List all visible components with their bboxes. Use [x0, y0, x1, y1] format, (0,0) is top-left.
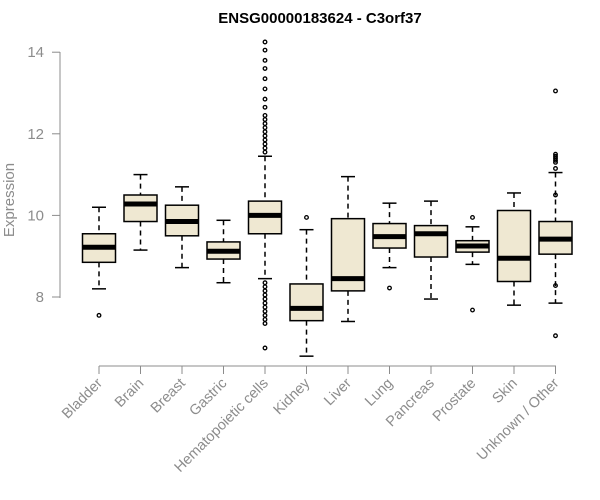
outlier-point [262, 280, 268, 286]
outlier-point [262, 304, 268, 310]
outlier-point [470, 307, 475, 313]
outlier-point [262, 129, 268, 135]
outlier-point [262, 145, 268, 151]
box-lung [372, 202, 407, 291]
box-kidney [289, 214, 324, 357]
x-tick-label: Skin [490, 376, 521, 407]
outlier-point [262, 292, 268, 298]
x-tick-label: Breast [148, 376, 189, 417]
outlier-point [262, 47, 268, 53]
y-tick-label: 10 [27, 207, 44, 224]
outlier-point [553, 333, 558, 339]
iqr-box [496, 209, 532, 283]
outlier-point [262, 321, 268, 326]
chart-title: ENSG00000183624 - C3orf37 [218, 10, 421, 27]
outlier-point [96, 312, 102, 318]
y-ticks: 8 10 12 14 [27, 44, 60, 306]
y-tick-label: 8 [36, 289, 44, 306]
outlier-point [262, 345, 268, 351]
x-tick-label: Bladder [59, 375, 106, 422]
outlier-point [262, 121, 268, 127]
outlier-point [387, 285, 392, 291]
outlier-point [262, 39, 268, 45]
outlier-point [553, 157, 558, 163]
outlier-point [262, 112, 268, 118]
outlier-point [262, 316, 268, 322]
outlier-point [262, 288, 268, 294]
outlier-point [262, 104, 268, 110]
y-tick-label: 12 [27, 126, 44, 143]
outlier-point [262, 66, 268, 71]
outlier-point [262, 133, 268, 139]
outlier-point [262, 284, 268, 290]
outlier-point [470, 214, 475, 220]
boxes [81, 39, 573, 357]
iqr-box [123, 194, 158, 223]
y-axis-label: Expression [1, 163, 18, 237]
box-brain [123, 173, 158, 251]
outlier-point [553, 283, 558, 289]
outlier-point [262, 117, 268, 122]
outlier-point [262, 137, 268, 143]
box-skin [496, 192, 532, 306]
outlier-point [262, 296, 268, 302]
iqr-box [289, 283, 324, 322]
x-tick-label: Liver [321, 375, 355, 409]
outlier-point [262, 141, 268, 147]
outlier-point [262, 86, 268, 92]
box-pancreas [413, 200, 449, 300]
outlier-point [262, 300, 268, 306]
outlier-point [553, 159, 558, 165]
box-hematopoietic-cells [247, 39, 283, 351]
outlier-point [262, 57, 268, 63]
outlier-point [304, 214, 309, 220]
iqr-box [413, 224, 449, 258]
outlier-point [553, 192, 558, 198]
x-tick-label: Brain [112, 376, 147, 411]
outlier-point [262, 312, 268, 318]
x-tick-label: Prostate [430, 376, 479, 425]
x-tick-label: Lung [362, 376, 396, 410]
outlier-point [553, 166, 558, 171]
outlier-point [262, 308, 268, 314]
box-prostate [455, 214, 490, 313]
box-gastric [206, 219, 241, 284]
outlier-point [553, 88, 558, 94]
box-liver [330, 175, 366, 323]
outlier-point [262, 96, 268, 102]
box-unknown-other [538, 88, 573, 339]
outlier-point [262, 76, 268, 82]
box-breast [164, 186, 200, 269]
outlier-point [262, 149, 268, 155]
x-tick-label: Kidney [271, 375, 314, 418]
outlier-point [262, 125, 268, 131]
box-bladder [81, 206, 117, 318]
y-tick-label: 14 [27, 44, 44, 61]
